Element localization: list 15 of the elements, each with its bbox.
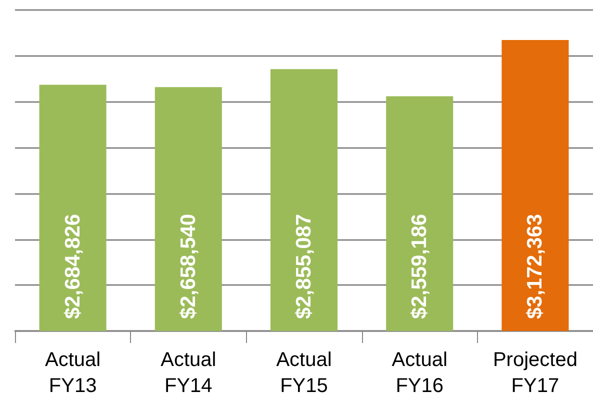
data-label: $2,559,186	[408, 214, 432, 319]
x-tick-label: Actual FY16	[392, 349, 448, 397]
x-tick-label: Actual FY14	[160, 349, 216, 397]
data-label: $2,855,087	[292, 214, 316, 319]
bar	[386, 96, 454, 331]
bar	[39, 84, 106, 331]
data-label: $2,658,540	[176, 214, 200, 319]
x-tick-label: Actual FY13	[45, 349, 101, 397]
data-label: $2,684,826	[61, 214, 84, 319]
x-tick-label: Actual FY15	[276, 349, 332, 397]
x-tick-label: Projected FY17	[492, 349, 578, 397]
bar	[270, 69, 338, 331]
bar	[154, 87, 222, 331]
data-label: $3,172,363	[524, 214, 547, 319]
bar	[502, 40, 569, 331]
